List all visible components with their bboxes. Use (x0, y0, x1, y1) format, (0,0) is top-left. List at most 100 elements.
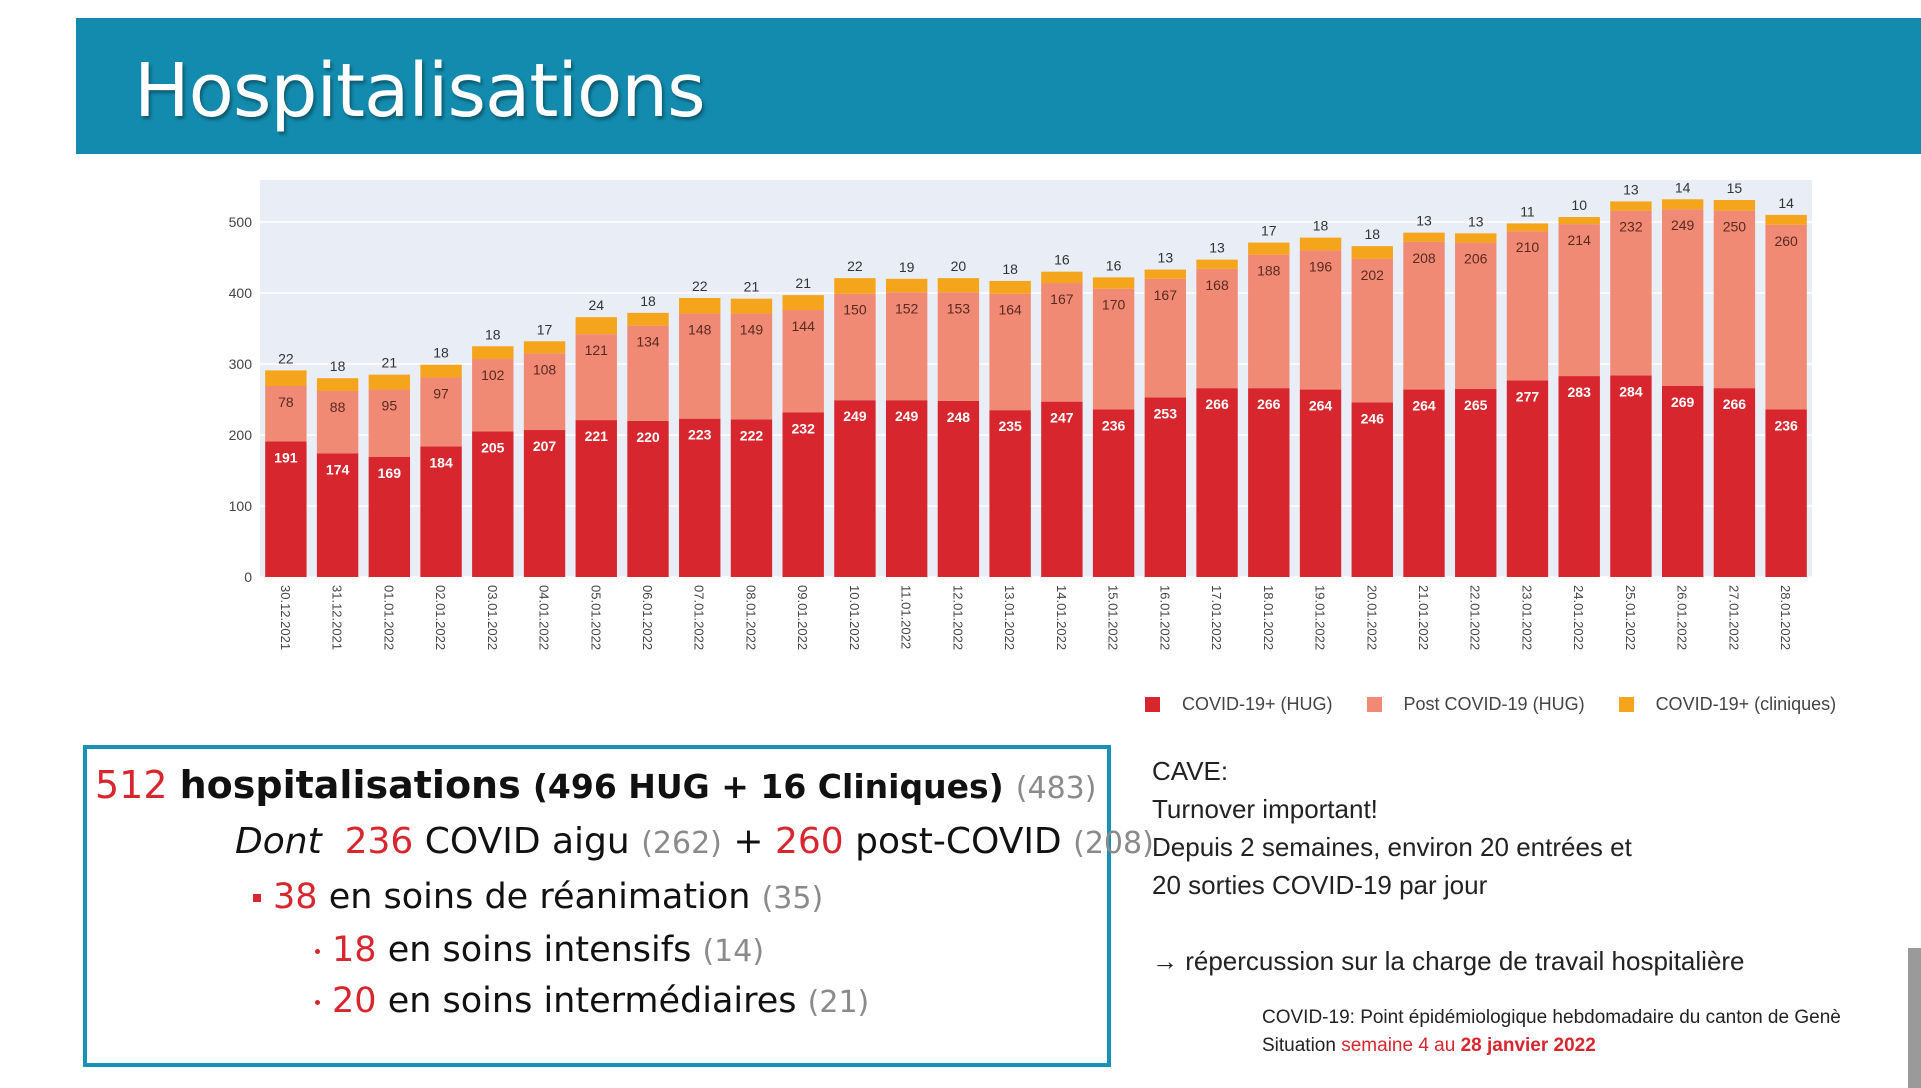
bar-segment-clinics (368, 374, 411, 390)
x-tick-label: 25.01.2022 (1623, 585, 1638, 650)
bar-segment-post (1506, 231, 1549, 381)
rea-value: 38 (273, 877, 318, 917)
summary-box: 512 hospitalisations (496 HUG + 16 Clini… (83, 745, 1154, 1067)
data-label-post: 164 (998, 302, 1022, 318)
x-tick-label: 07.01.2022 (692, 585, 707, 650)
bar-segment-post (1455, 242, 1497, 389)
x-tick-label: 05.01.2022 (588, 585, 603, 650)
bar-segment-post (937, 292, 980, 401)
bar-segment-clinics (1092, 277, 1135, 289)
source-line-1: COVID-19: Point épidémiologique hebdomad… (1262, 1007, 1841, 1028)
data-label-post: 102 (481, 367, 505, 383)
bar-segment-acute (1558, 376, 1600, 577)
bar-segment-acute (1455, 388, 1497, 577)
data-label-clinics: 20 (951, 258, 967, 274)
bar-segment-post (420, 377, 462, 447)
bar-segment-post (782, 310, 824, 413)
data-label-post: 167 (1050, 291, 1074, 307)
bar-segment-acute (1351, 402, 1393, 577)
data-label-acute: 169 (378, 465, 402, 481)
hospitalisations-chart: 0 100 200 300 400 500 191 78 22 30.12.2021 174 88 18… (229, 179, 1812, 650)
post-prev: (208) (1073, 826, 1154, 861)
total-label: hospitalisations (179, 763, 521, 807)
summary-rea-line: 38 en soins de réanimation (35) (253, 877, 823, 917)
x-tick-label: 03.01.2022 (485, 585, 500, 650)
bar-segment-clinics (989, 280, 1031, 294)
x-tick-label: 06.01.2022 (640, 585, 655, 650)
data-label-acute: 174 (326, 461, 350, 477)
summary-total-line: 512 hospitalisations (496 HUG + 16 Clini… (95, 763, 1096, 807)
notes-line-5: → répercussion sur la charge de travail … (1152, 946, 1745, 976)
bar-segment-acute (782, 412, 824, 577)
bar-segment-clinics (316, 378, 359, 391)
bar-segment-clinics (1144, 269, 1187, 279)
bar-segment-clinics (1196, 259, 1238, 269)
sim-label: en soins intermédiaires (387, 981, 797, 1021)
bar-segment-acute (989, 410, 1031, 577)
y-tick-label: 200 (229, 427, 253, 443)
data-label-clinics: 18 (330, 358, 346, 374)
y-tick-label: 400 (229, 285, 253, 301)
data-label-acute: 232 (792, 420, 816, 436)
data-label-clinics: 14 (1778, 195, 1794, 211)
x-tick-label: 15.01.2022 (1106, 585, 1121, 650)
bar-segment-acute (1196, 388, 1238, 577)
sim-prev: (21) (807, 985, 870, 1020)
plus-sign: + (733, 821, 764, 862)
bar-segment-post (1144, 278, 1187, 398)
legend-item-clinics[interactable]: COVID-19+ (cliniques) (1618, 694, 1836, 715)
data-label-post: 168 (1205, 277, 1229, 293)
bar-segment-post (472, 359, 514, 432)
x-tick-label: 13.01.2022 (1002, 585, 1017, 650)
legend-item-post[interactable]: Post COVID-19 (HUG) (1366, 694, 1585, 715)
data-label-clinics: 22 (692, 278, 708, 294)
bar-segment-post (1351, 258, 1393, 403)
scrollbar-thumb[interactable] (1908, 948, 1921, 1088)
total-value: 512 (95, 763, 168, 807)
bar-segment-post (1196, 268, 1238, 389)
dont-label: Dont (235, 821, 322, 862)
x-tick-label: 24.01.2022 (1571, 585, 1586, 650)
x-tick-label: 08.01.2022 (743, 585, 758, 650)
bar-segment-clinics (782, 295, 824, 311)
notes-line-3: Depuis 2 semaines, environ 20 entrées et (1152, 832, 1632, 862)
data-label-acute: 249 (843, 408, 867, 424)
data-label-post: 206 (1464, 251, 1488, 267)
bar-segment-acute (1041, 401, 1083, 577)
x-tick-label: 09.01.2022 (795, 585, 810, 650)
bar-segment-clinics (1299, 237, 1342, 251)
post-label: post-COVID (855, 821, 1062, 862)
legend-label-post: Post COVID-19 (HUG) (1403, 694, 1585, 714)
data-label-clinics: 15 (1727, 180, 1743, 196)
data-label-acute: 222 (740, 427, 764, 443)
bar-segment-acute (1610, 375, 1652, 577)
data-label-acute: 235 (998, 418, 1022, 434)
x-tick-label: 10.01.2022 (847, 585, 862, 650)
bar-segment-post (1661, 209, 1704, 387)
bar-segment-post (265, 386, 307, 442)
data-label-acute: 277 (1516, 388, 1540, 404)
legend-label-acute: COVID-19+ (HUG) (1182, 694, 1333, 714)
data-label-acute: 283 (1568, 384, 1592, 400)
sim-value: 20 (332, 981, 377, 1021)
x-tick-label: 21.01.2022 (1416, 585, 1431, 650)
data-label-acute: 264 (1412, 398, 1436, 414)
bar-segment-post (523, 353, 566, 431)
data-label-clinics: 18 (433, 345, 449, 361)
legend-item-acute[interactable]: COVID-19+ (HUG) (1145, 694, 1333, 715)
data-label-clinics: 18 (1002, 261, 1018, 277)
summary-sim-line: 20 en soins intermédiaires (21) (315, 981, 869, 1021)
bar-segment-acute (1765, 409, 1807, 577)
source-line-2: Situation semaine 4 au 28 janvier 2022 (1262, 1032, 1841, 1060)
bar-segment-acute (1144, 397, 1187, 577)
bar-segment-post (316, 390, 359, 454)
legend-swatch-clinics (1618, 697, 1634, 712)
data-label-acute: 248 (947, 409, 971, 425)
data-label-acute: 266 (1723, 396, 1747, 412)
data-label-post: 150 (843, 302, 867, 318)
rea-prev: (35) (761, 881, 824, 916)
x-tick-label: 17.01.2022 (1209, 585, 1224, 650)
bar-segment-post (368, 389, 411, 458)
x-tick-label: 23.01.2022 (1519, 585, 1534, 650)
bar-segment-clinics (523, 341, 566, 354)
